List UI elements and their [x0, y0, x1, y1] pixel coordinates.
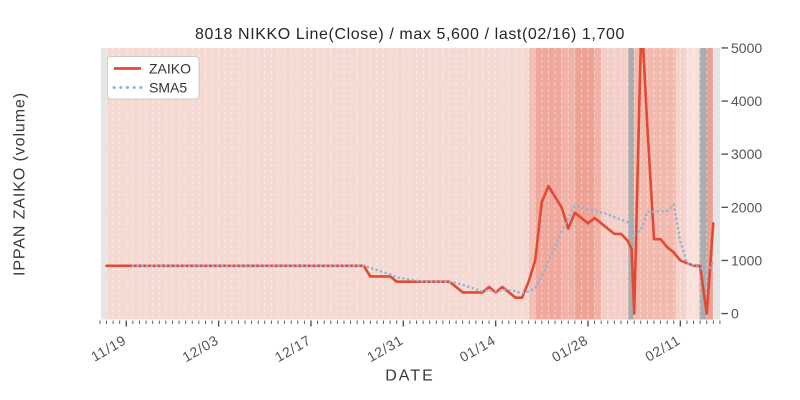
- svg-text:3000: 3000: [731, 146, 762, 162]
- svg-text:SMA5: SMA5: [149, 80, 187, 96]
- svg-text:2000: 2000: [731, 199, 762, 215]
- svg-text:8018 NIKKO Line(Close) / max 5: 8018 NIKKO Line(Close) / max 5,600 / las…: [195, 26, 625, 43]
- svg-text:IPPAN ZAIKO (volume): IPPAN ZAIKO (volume): [12, 92, 29, 276]
- svg-text:0: 0: [731, 306, 739, 322]
- svg-text:DATE: DATE: [385, 368, 434, 385]
- svg-text:1000: 1000: [731, 252, 762, 268]
- svg-text:ZAIKO: ZAIKO: [149, 61, 191, 77]
- svg-text:5000: 5000: [731, 40, 762, 56]
- svg-text:4000: 4000: [731, 93, 762, 109]
